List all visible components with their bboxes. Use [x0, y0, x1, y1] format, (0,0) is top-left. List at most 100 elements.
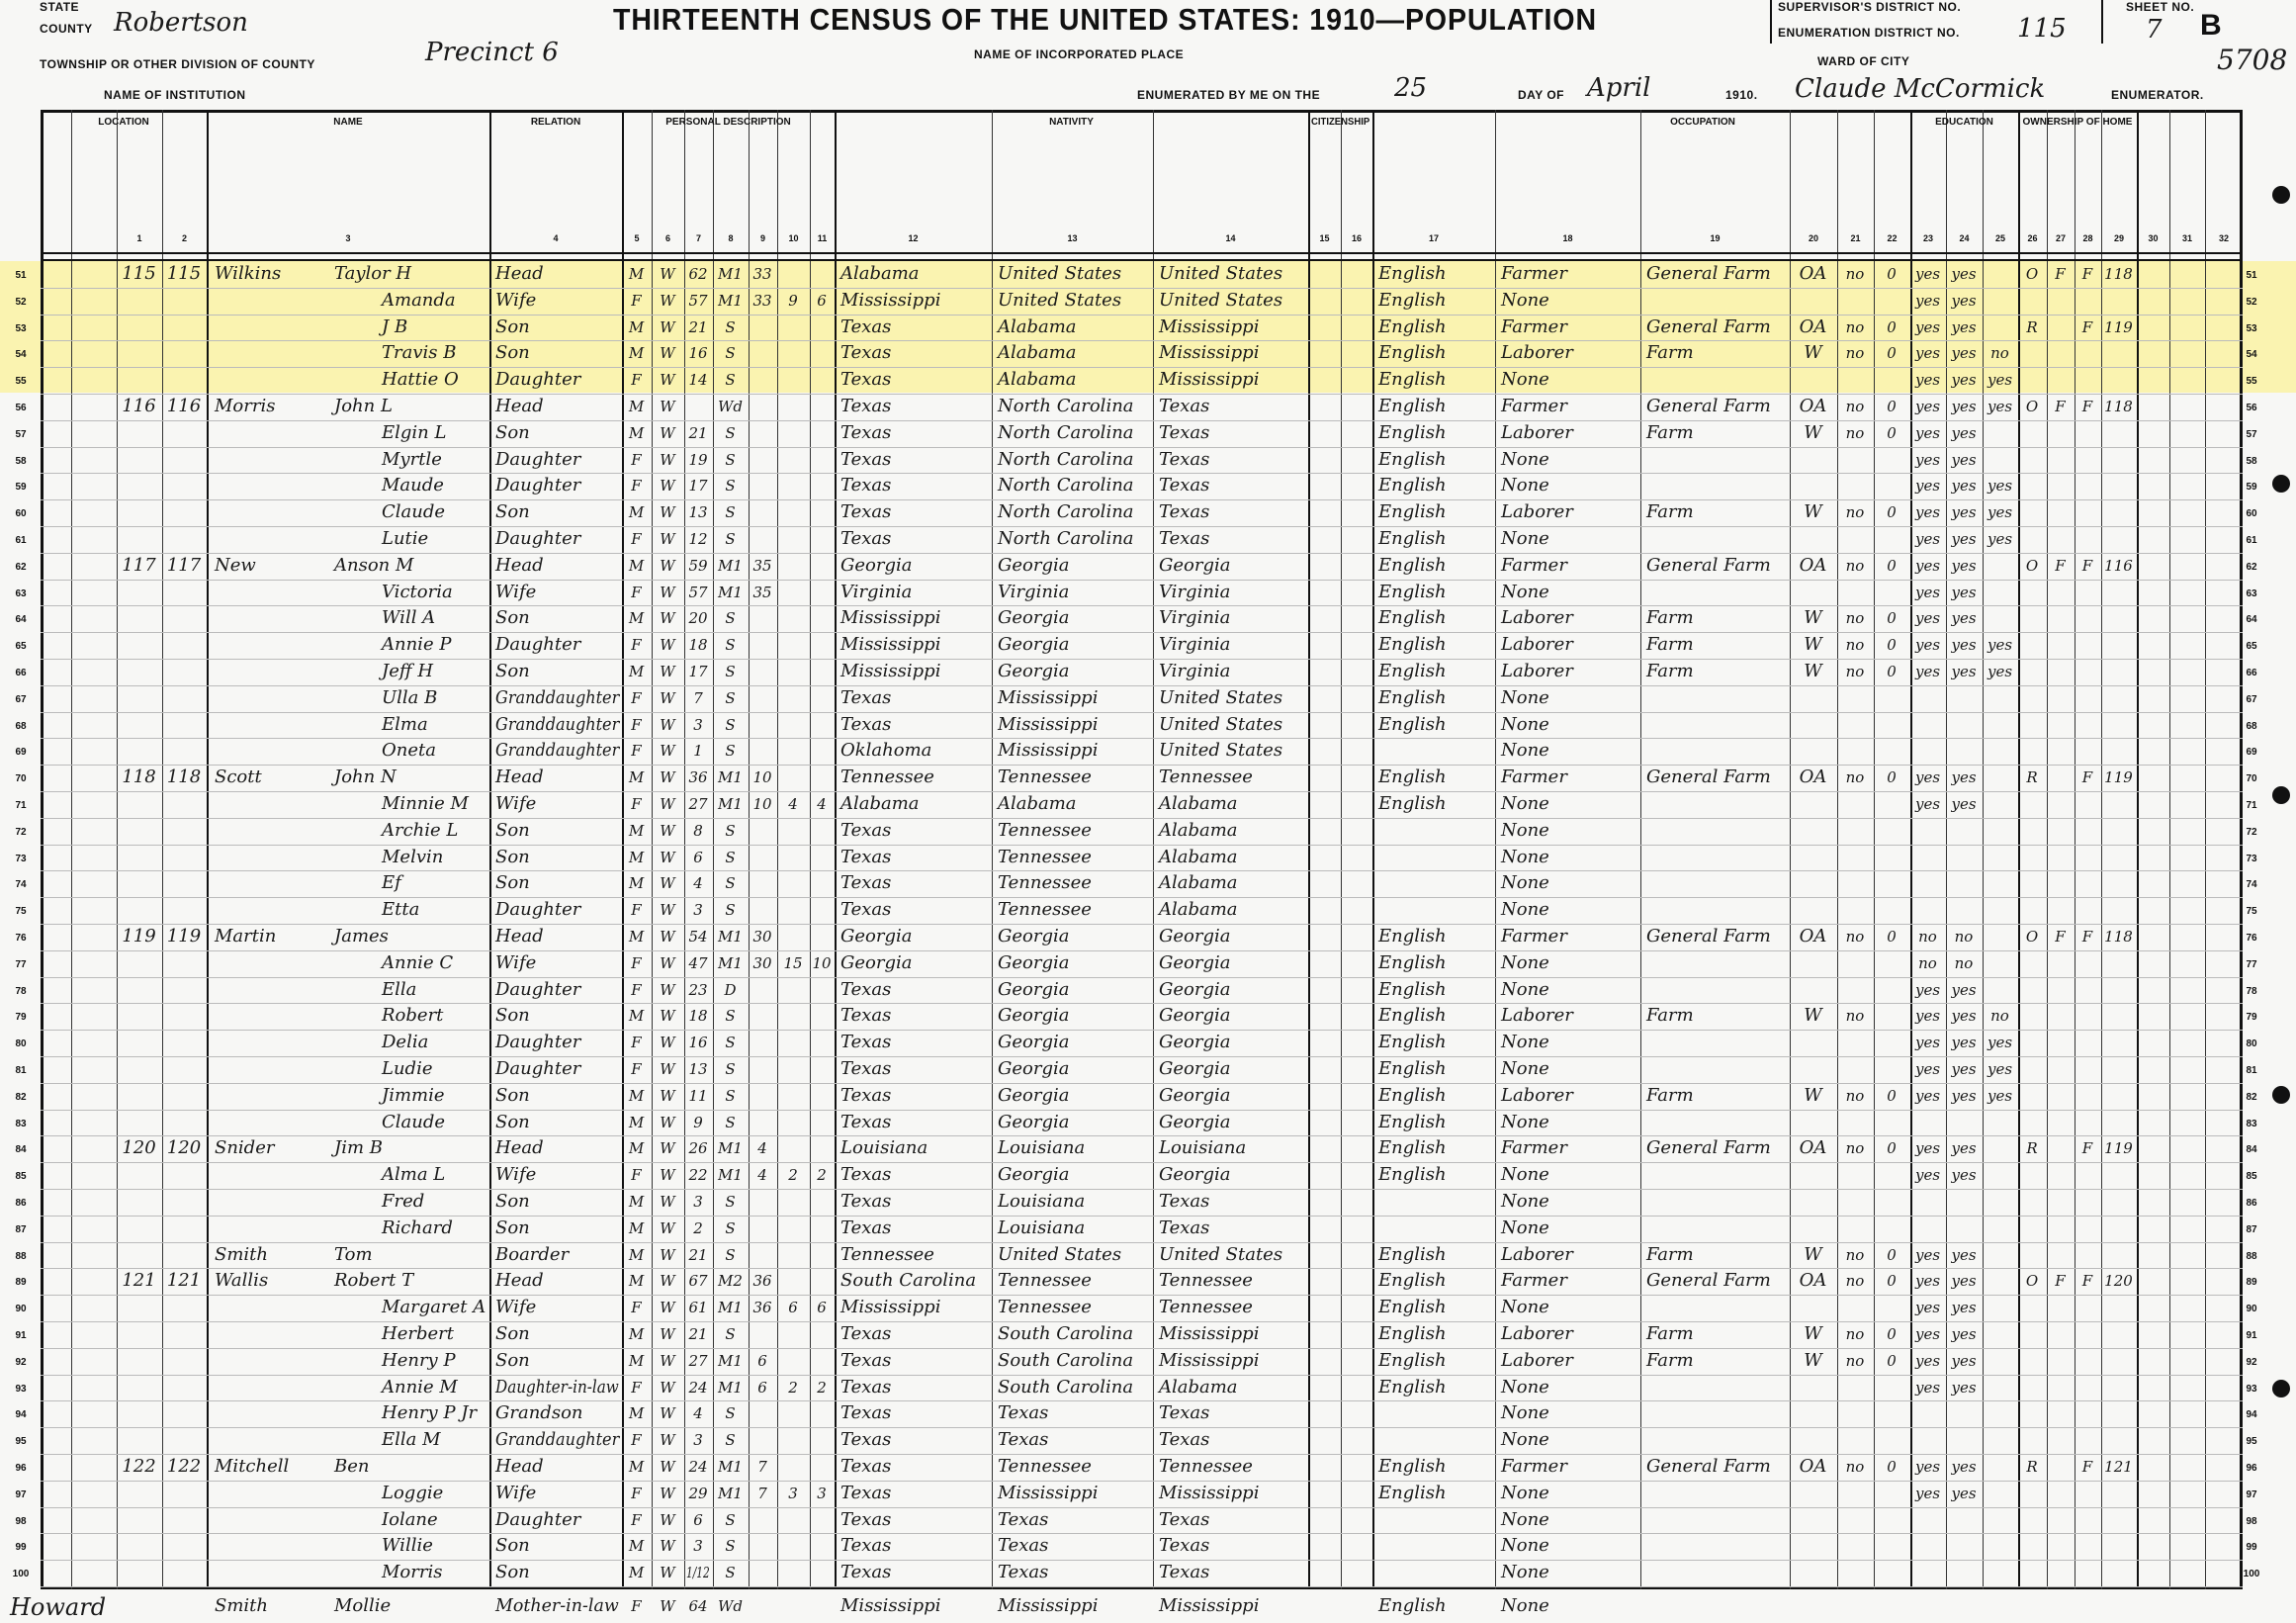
father-birthplace-cell: Georgia: [998, 1110, 1150, 1135]
dwelling-number-cell: 117: [119, 553, 159, 579]
industry-cell: General Farm: [1646, 1454, 1787, 1480]
marital-status-cell: S: [715, 712, 746, 738]
marital-status: M1: [718, 953, 743, 972]
mother-birthplace: Georgia: [1159, 1111, 1231, 1132]
can-write: yes: [1951, 423, 1977, 442]
father-birthplace-cell: Alabama: [998, 340, 1150, 366]
home-owned-rented-cell: O: [2020, 1268, 2044, 1294]
column-divider: [2018, 110, 2020, 1589]
industry-cell: General Farm: [1646, 1135, 1787, 1161]
home-owned-rented-cell: O: [2020, 261, 2044, 287]
township-label: TOWNSHIP OR OTHER DIVISION OF COUNTY: [40, 57, 315, 71]
language: English: [1378, 448, 1447, 470]
trade-cell: None: [1501, 1593, 1637, 1619]
year-label: 1910.: [1725, 88, 1758, 102]
trade: None: [1501, 1482, 1549, 1503]
years-married-cell: 30: [751, 950, 774, 976]
mother-birthplace: Tennessee: [1159, 1270, 1253, 1292]
marital-status: S: [725, 663, 736, 680]
can-read-cell: yes: [1912, 1295, 1943, 1320]
race-cell: W: [654, 288, 681, 314]
sex: M: [628, 344, 645, 363]
line-number: 89: [15, 1277, 27, 1289]
age-cell: 11: [686, 1083, 710, 1109]
marital-status-cell: S: [715, 818, 746, 844]
age-cell: 18: [686, 632, 710, 658]
marital-status: M1: [718, 1484, 743, 1502]
owned-free-mortgaged-cell: F: [2049, 394, 2072, 419]
mother-birthplace: Louisiana: [1159, 1137, 1247, 1159]
relation-cell: Daughter: [495, 1507, 619, 1533]
line-number: 62: [15, 561, 27, 573]
marital-status: S: [725, 423, 736, 442]
home-owned-rented: R: [2026, 768, 2038, 787]
children-born-cell: 15: [779, 950, 807, 976]
column-group-header: CITIZENSHIP: [1311, 117, 1370, 128]
birthplace-cell: Texas: [840, 1162, 989, 1188]
relation: Wife: [495, 1164, 537, 1186]
given-name-cell: Minnie M: [382, 791, 486, 817]
father-birthplace-cell: Alabama: [998, 315, 1150, 340]
dwelling-number-cell: 115: [119, 261, 159, 287]
out-of-work: no: [1845, 1458, 1865, 1476]
children-living: 10: [812, 953, 832, 972]
can-read: yes: [1914, 1484, 1941, 1502]
father-birthplace: Alabama: [998, 369, 1077, 391]
can-read: yes: [1914, 556, 1941, 575]
marital-status: M1: [718, 1139, 743, 1158]
marital-status: S: [725, 1510, 736, 1529]
marital-status-cell: M1: [715, 1162, 746, 1188]
home-owned-rented: R: [2026, 317, 2038, 336]
language: English: [1378, 766, 1447, 788]
can-read: yes: [1914, 398, 1941, 415]
dwelling-number: 116: [122, 396, 156, 416]
relation: Daughter: [495, 1058, 581, 1079]
line-number: 79: [15, 1012, 27, 1024]
age: 29: [688, 1484, 708, 1502]
can-read-cell: yes: [1912, 315, 1943, 340]
marital-status-cell: S: [715, 420, 746, 446]
weeks-out-of-work: 0: [1887, 1272, 1897, 1291]
sex: M: [628, 848, 645, 866]
can-read-cell: yes: [1912, 632, 1943, 658]
birthplace-cell: Mississippi: [840, 1593, 989, 1619]
marital-status: M1: [718, 928, 743, 946]
mother-birthplace: Alabama: [1159, 1376, 1238, 1398]
farm-schedule-number-cell: 118: [2103, 394, 2134, 419]
language: English: [1378, 634, 1447, 656]
sex: M: [628, 1564, 645, 1582]
mother-birthplace: Georgia: [1159, 926, 1231, 947]
mother-birthplace: United States: [1159, 1243, 1283, 1265]
relation: Son: [495, 1084, 530, 1106]
out-of-work-cell: no: [1839, 1454, 1871, 1480]
years-married: 10: [752, 768, 772, 787]
trade-cell: None: [1501, 897, 1637, 923]
farm-or-house: F: [2081, 928, 2093, 946]
father-birthplace: Louisiana: [998, 1217, 1086, 1238]
industry: Farm: [1646, 342, 1694, 364]
age-cell: 3: [686, 1189, 710, 1215]
mother-birthplace: United States: [1159, 263, 1283, 284]
birthplace-cell: Texas: [840, 1507, 989, 1533]
sex: M: [628, 317, 645, 336]
weeks-out-of-work: 0: [1887, 636, 1897, 655]
sex: M: [628, 1007, 645, 1026]
column-divider: [489, 110, 491, 1589]
age-cell: 27: [686, 1348, 710, 1374]
given-name-cell: Loggie: [382, 1481, 486, 1506]
birthplace-cell: Mississippi: [840, 1295, 989, 1320]
can-write: yes: [1951, 1299, 1977, 1317]
years-married-cell: 6: [751, 1348, 774, 1374]
can-write: yes: [1951, 291, 1977, 310]
surname: Mitchell: [215, 1456, 290, 1477]
children-born-cell: 2: [779, 1375, 807, 1400]
column-number: 31: [2181, 233, 2192, 243]
line-number: 73: [2246, 853, 2257, 864]
line-number: 99: [2246, 1542, 2257, 1554]
surname-cell: Scott: [215, 765, 323, 790]
sex: F: [631, 371, 642, 390]
trade-cell: None: [1501, 473, 1637, 498]
language: English: [1378, 1323, 1447, 1344]
sex: F: [631, 1484, 642, 1502]
employer-status: OA: [1799, 554, 1827, 576]
